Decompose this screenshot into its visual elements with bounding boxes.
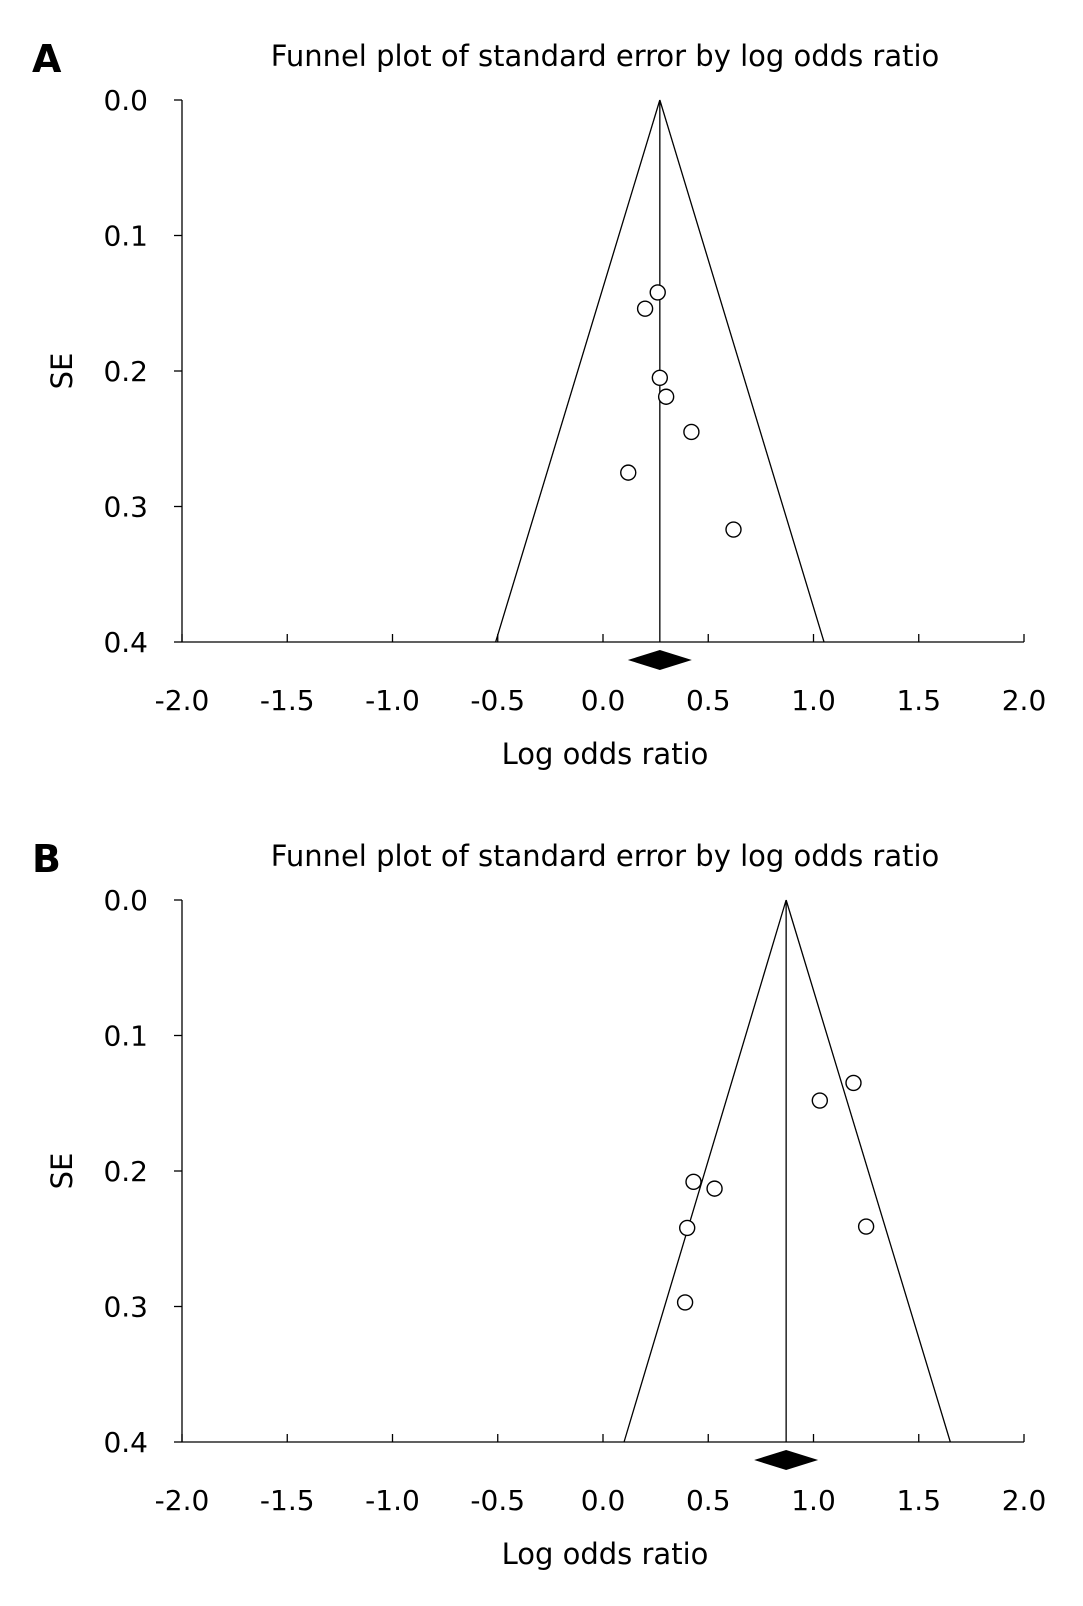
funnel-right-line xyxy=(659,99,825,643)
panel-a: A Funnel plot of standard error by log od… xyxy=(32,37,1046,771)
x-tick-label: -0.5 xyxy=(470,1484,525,1517)
x-tick-label: -1.5 xyxy=(260,1484,315,1517)
x-tick-label: 0.0 xyxy=(581,684,626,717)
study-point xyxy=(845,1074,862,1092)
panel-label: A xyxy=(32,37,62,81)
pooled-estimate-diamond xyxy=(754,1450,819,1470)
x-tick-label: -1.5 xyxy=(260,684,315,717)
y-tick-label: 0.4 xyxy=(103,626,148,659)
x-tick-label: 0.0 xyxy=(581,1484,626,1517)
x-tick-label: 0.5 xyxy=(686,684,731,717)
panel-label: B xyxy=(32,837,61,881)
y-axis-label: SE xyxy=(45,1153,79,1190)
x-tick-label: 1.0 xyxy=(791,684,836,717)
y-tick-label: 0.4 xyxy=(103,1426,148,1459)
study-point xyxy=(725,521,742,538)
study-point xyxy=(857,1218,875,1235)
x-tick-label: 1.5 xyxy=(896,684,941,717)
funnel-left-line xyxy=(623,899,787,1443)
funnel-left-line xyxy=(495,99,661,643)
x-tick-label: 1.5 xyxy=(896,1484,941,1517)
study-point xyxy=(706,1180,723,1197)
study-point xyxy=(676,1294,694,1311)
study-point xyxy=(657,388,675,405)
y-tick-label: 0.3 xyxy=(103,1291,148,1324)
x-tick-label: 1.0 xyxy=(791,1484,836,1517)
study-point xyxy=(683,423,700,441)
x-tick-label: -1.0 xyxy=(365,684,420,717)
x-axis-label: Log odds ratio xyxy=(502,737,709,771)
panel-b: B Funnel plot of standard error by log od… xyxy=(32,837,1046,1571)
chart-title: Funnel plot of standard error by log odd… xyxy=(271,39,940,73)
x-tick-label: -1.0 xyxy=(365,1484,420,1517)
study-point xyxy=(651,369,669,386)
study-point xyxy=(685,1173,702,1191)
x-tick-label: -2.0 xyxy=(155,684,210,717)
y-tick-label: 0.1 xyxy=(103,220,148,253)
study-point xyxy=(811,1092,829,1109)
y-tick-label: 0.0 xyxy=(103,84,148,117)
y-tick-label: 0.2 xyxy=(103,355,148,388)
x-axis-label: Log odds ratio xyxy=(502,1537,709,1571)
chart-title: Funnel plot of standard error by log odd… xyxy=(271,839,940,873)
study-point xyxy=(636,300,654,317)
x-tick-label: -2.0 xyxy=(155,1484,210,1517)
study-point xyxy=(679,1219,696,1237)
pooled-estimate-diamond xyxy=(627,650,692,670)
x-tick-label: 2.0 xyxy=(1002,1484,1047,1517)
y-tick-label: 0.2 xyxy=(103,1155,148,1188)
x-tick-label: 0.5 xyxy=(686,1484,731,1517)
study-point xyxy=(620,464,637,481)
y-axis-label: SE xyxy=(45,353,79,390)
y-tick-label: 0.0 xyxy=(103,884,148,917)
x-tick-label: 2.0 xyxy=(1002,684,1047,717)
y-tick-label: 0.1 xyxy=(103,1020,148,1053)
study-point xyxy=(649,284,666,301)
x-tick-label: -0.5 xyxy=(470,684,525,717)
y-tick-label: 0.3 xyxy=(103,491,148,524)
funnel-right-line xyxy=(785,899,951,1443)
